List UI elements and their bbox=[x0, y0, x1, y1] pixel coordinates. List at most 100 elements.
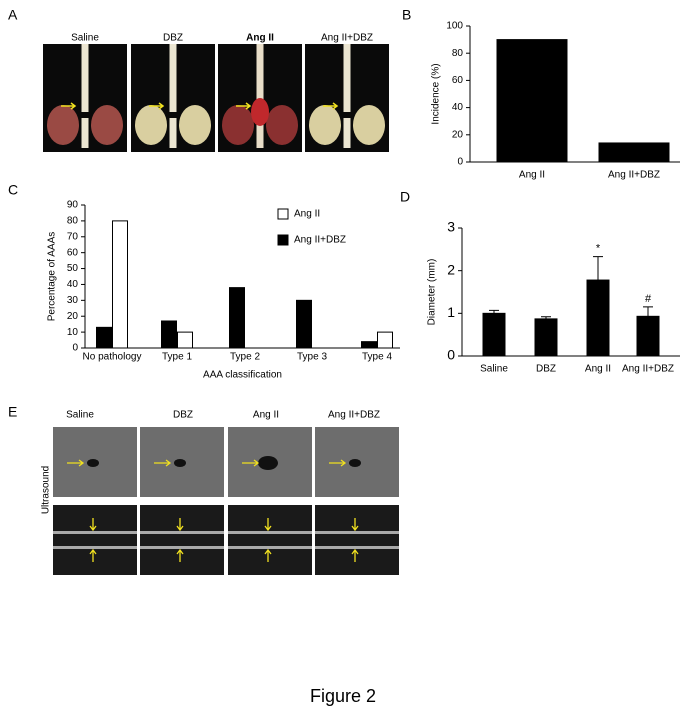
bar bbox=[296, 299, 312, 349]
arrow bbox=[176, 518, 184, 562]
column-label: Saline bbox=[66, 410, 94, 421]
error-bar bbox=[541, 316, 551, 319]
x-tick-label: Type 4 bbox=[362, 352, 392, 363]
vessel-wall bbox=[315, 546, 399, 549]
vessel-wall bbox=[315, 531, 399, 534]
y-tick-label: 0 bbox=[457, 157, 463, 168]
x-tick-label: Type 1 bbox=[162, 352, 192, 363]
arrow bbox=[154, 459, 172, 467]
y-tick-label: 90 bbox=[67, 200, 79, 211]
bar bbox=[361, 341, 377, 349]
bar bbox=[161, 320, 177, 349]
bar bbox=[96, 326, 112, 349]
panel-label: C bbox=[8, 182, 18, 198]
y-tick-label: 80 bbox=[452, 48, 464, 59]
arrow bbox=[61, 102, 77, 110]
x-tick-label: Ang II+DBZ bbox=[608, 170, 660, 181]
y-tick-label: 30 bbox=[67, 295, 79, 306]
bar bbox=[636, 315, 660, 357]
y-tick-label: 10 bbox=[67, 327, 79, 338]
row-label: Ultrasound bbox=[41, 466, 52, 514]
legend-swatch bbox=[277, 234, 289, 246]
bar bbox=[229, 287, 245, 349]
panel-label: A bbox=[8, 7, 18, 23]
y-tick-label: 60 bbox=[452, 75, 464, 86]
y-tick-label: 1 bbox=[447, 304, 455, 320]
column-label: Ang II+DBZ bbox=[328, 410, 380, 421]
column-label: Ang II+DBZ bbox=[321, 33, 373, 44]
bar bbox=[586, 279, 610, 357]
kidney bbox=[135, 105, 167, 145]
column-label: DBZ bbox=[163, 33, 183, 44]
x-tick-label: No pathology bbox=[83, 352, 142, 363]
kidney bbox=[47, 105, 79, 145]
legend-swatch bbox=[277, 208, 289, 220]
y-tick-label: 20 bbox=[67, 311, 79, 322]
legend-label: Ang II+DBZ bbox=[294, 235, 346, 246]
kidney bbox=[179, 105, 211, 145]
x-tick-label: Type 3 bbox=[297, 352, 327, 363]
figure-title: Figure 2 bbox=[310, 686, 376, 706]
vessel bbox=[87, 459, 99, 467]
vessel bbox=[349, 459, 361, 467]
annotation: # bbox=[645, 293, 652, 305]
vessel bbox=[258, 456, 278, 470]
y-tick-label: 60 bbox=[67, 247, 79, 258]
kidney bbox=[91, 105, 123, 145]
arrow bbox=[149, 102, 165, 110]
x-tick-label: Ang II+DBZ bbox=[622, 364, 674, 375]
ultrasound bbox=[315, 505, 399, 575]
x-tick-label: Saline bbox=[480, 364, 508, 375]
column-label: DBZ bbox=[173, 410, 193, 421]
arrow bbox=[323, 102, 339, 110]
kidney bbox=[353, 105, 385, 145]
arrow bbox=[329, 459, 347, 467]
panel-label: B bbox=[402, 7, 411, 23]
y-tick-label: 80 bbox=[67, 216, 79, 227]
x-tick-label: Ang II bbox=[585, 364, 611, 375]
kidney bbox=[309, 105, 341, 145]
vessel-wall bbox=[53, 531, 137, 534]
y-axis-label: Percentage of AAAs bbox=[47, 232, 58, 322]
column-label: Ang II bbox=[253, 410, 279, 421]
x-axis-label: AAA classification bbox=[203, 370, 282, 381]
y-tick-label: 100 bbox=[446, 21, 463, 32]
ultrasound bbox=[228, 505, 312, 575]
bar bbox=[177, 331, 193, 349]
arrow bbox=[236, 102, 252, 110]
annotation: * bbox=[596, 242, 601, 254]
legend-label: Ang II bbox=[294, 209, 320, 220]
x-tick-label: Ang II bbox=[519, 170, 545, 181]
panel-label: D bbox=[400, 189, 410, 205]
error-bar bbox=[593, 256, 603, 281]
bar bbox=[534, 318, 558, 357]
error-bar bbox=[643, 306, 653, 317]
vessel-wall bbox=[140, 546, 224, 549]
arrow bbox=[89, 518, 97, 562]
panel-label: E bbox=[8, 404, 17, 420]
kidney bbox=[266, 105, 298, 145]
bar bbox=[496, 39, 568, 163]
arrow bbox=[242, 459, 260, 467]
arrow bbox=[351, 518, 359, 562]
ultrasound bbox=[53, 505, 137, 575]
vessel-wall bbox=[140, 531, 224, 534]
kidney bbox=[222, 105, 254, 145]
arrow bbox=[264, 518, 272, 562]
x-tick-label: DBZ bbox=[536, 364, 556, 375]
y-axis-label: Diameter (mm) bbox=[427, 259, 438, 326]
column-label: Saline bbox=[71, 33, 99, 44]
y-tick-label: 50 bbox=[67, 263, 79, 274]
column-label: Ang II bbox=[246, 33, 274, 44]
bar bbox=[598, 142, 670, 163]
y-tick-label: 70 bbox=[67, 231, 79, 242]
arrow bbox=[67, 459, 85, 467]
error-bar bbox=[489, 309, 499, 314]
vessel-wall bbox=[228, 531, 312, 534]
ultrasound bbox=[140, 505, 224, 575]
y-tick-label: 40 bbox=[452, 102, 464, 113]
y-tick-label: 20 bbox=[452, 129, 464, 140]
y-axis-label: Incidence (%) bbox=[431, 63, 442, 124]
vessel-wall bbox=[228, 546, 312, 549]
